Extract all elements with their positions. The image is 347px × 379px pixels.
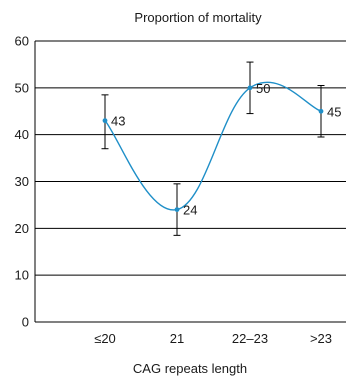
data-point [318, 108, 324, 114]
y-tick-label: 30 [15, 174, 29, 189]
y-tick-label: 50 [15, 80, 29, 95]
data-label: 50 [256, 81, 270, 96]
data-label: 24 [183, 203, 197, 218]
y-tick-label: 10 [15, 268, 29, 283]
x-tick-label: 21 [170, 331, 184, 346]
gridlines [35, 40, 346, 276]
y-tick-label: 0 [22, 315, 29, 330]
data-label: 45 [327, 104, 341, 119]
y-tick-label: 60 [15, 34, 29, 49]
x-tick-label: ≤20 [94, 331, 116, 346]
x-axis-ticks: ≤20 21 22–23 >23 [94, 331, 332, 346]
y-tick-label: 40 [15, 127, 29, 142]
data-point [174, 207, 180, 213]
x-axis-label: CAG repeats length [133, 361, 247, 376]
series-line [104, 81, 322, 211]
x-tick-label: 22–23 [232, 331, 268, 346]
x-tick-label: >23 [310, 331, 332, 346]
y-tick-label: 20 [15, 221, 29, 236]
y-axis-ticks: 0 10 20 30 40 50 60 [15, 34, 29, 330]
chart-title: Proportion of mortality [134, 10, 262, 25]
series-group: 43 24 50 45 [101, 61, 341, 236]
data-point [102, 118, 108, 124]
data-label: 43 [111, 114, 125, 129]
data-point [247, 85, 253, 91]
